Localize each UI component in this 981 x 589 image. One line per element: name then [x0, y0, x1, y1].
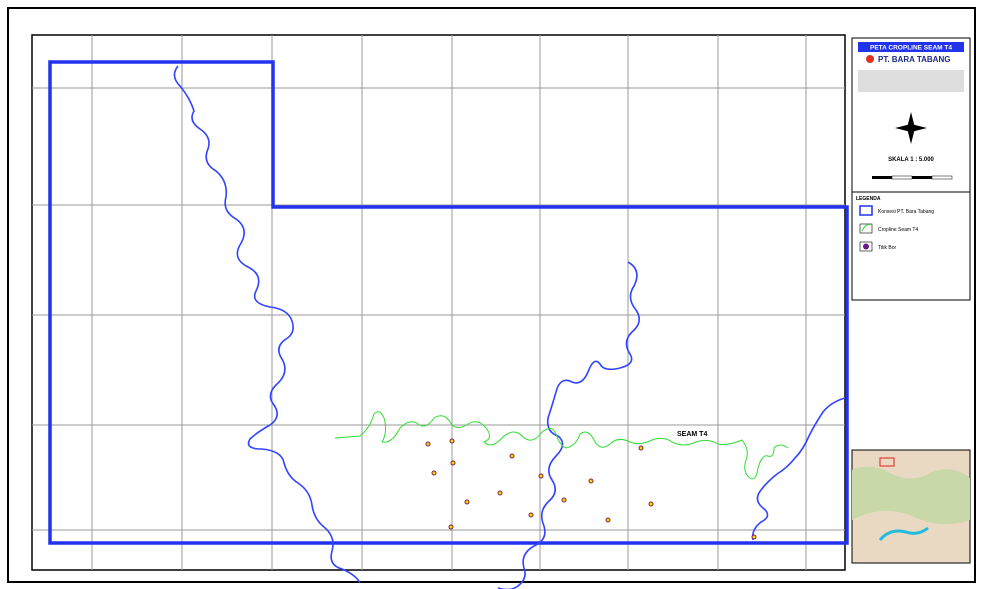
legend-item: Titik Bor [878, 245, 896, 251]
map-title: PETA CROPLINE SEAM T4 [870, 45, 952, 52]
map-frame [32, 35, 845, 570]
company-logo [866, 55, 874, 63]
company-name: PT. BARA TABANG [878, 55, 950, 64]
seam-label: SEAM T4 [677, 431, 707, 438]
map-page: SEAM T4 PETA CROPLINE SEAM T4 PT. BARA T… [0, 0, 981, 589]
legend-item: Konsesi PT. Bara Tabang [878, 209, 934, 215]
legend-swatch [860, 206, 872, 215]
scale-text: SKALA 1 : 5.000 [888, 157, 934, 163]
legend-item: Cropline Seam T4 [878, 227, 918, 233]
legend-swatch-point [863, 244, 869, 250]
legend-heading: LEGENDA [856, 196, 881, 202]
info-lines [858, 70, 964, 92]
scale-bar [872, 176, 952, 179]
